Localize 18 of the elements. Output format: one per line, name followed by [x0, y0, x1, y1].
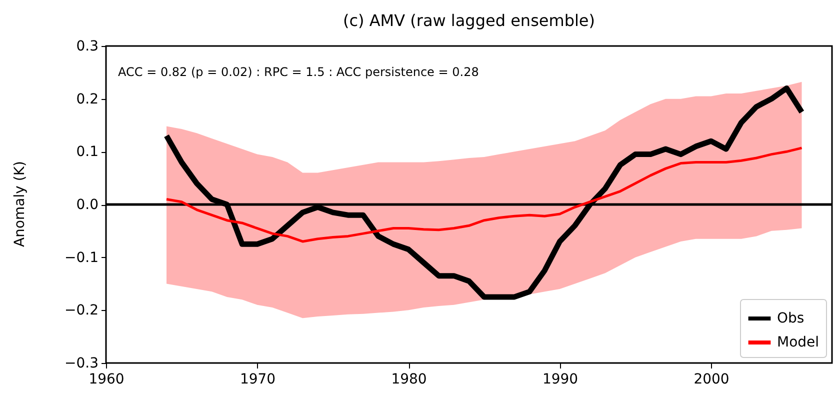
x-tick-label: 1980: [391, 372, 427, 388]
chart-title: (c) AMV (raw lagged ensemble): [342, 11, 596, 30]
y-tick-label: 0.1: [76, 144, 98, 160]
legend-label: Obs: [777, 310, 804, 326]
y-tick-label: −0.1: [64, 250, 98, 266]
y-tick-label: 0.3: [76, 38, 98, 54]
x-tick-label: 1960: [88, 372, 124, 388]
line-series: [165, 146, 803, 243]
y-tick-label: 0.0: [76, 197, 98, 213]
y-tick-label: 0.2: [76, 91, 98, 108]
annotation: ACC = 0.82 (p = 0.02) : RPC = 1.5 : ACC persistence = 0.28: [118, 65, 479, 79]
x-tick-label: 1970: [240, 372, 276, 388]
y-axis-title: Anomaly (K): [12, 161, 28, 247]
y-tick-label: −0.2: [64, 302, 98, 319]
x-tick-label: 1990: [542, 372, 578, 388]
y-tick-label: −0.3: [64, 356, 98, 372]
x-tick-label: 2000: [694, 372, 730, 388]
legend-label: Model: [777, 334, 820, 350]
